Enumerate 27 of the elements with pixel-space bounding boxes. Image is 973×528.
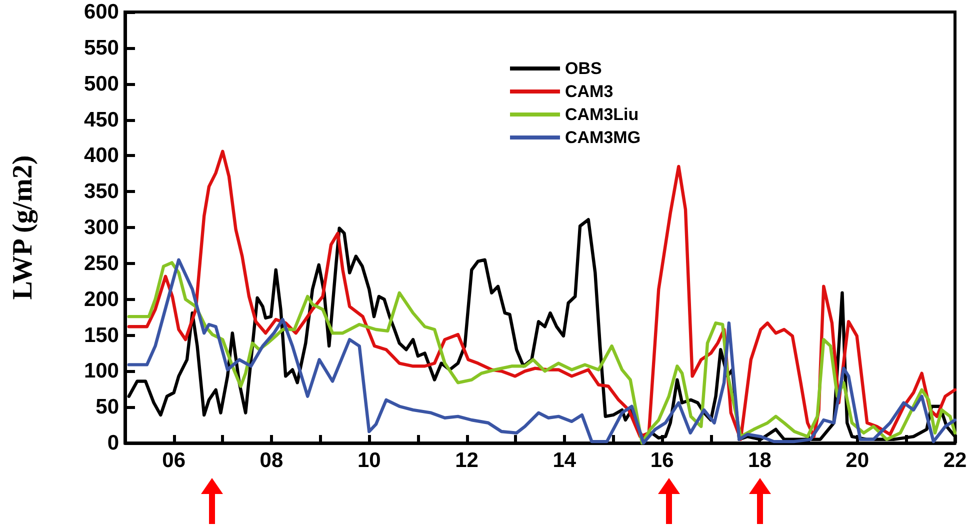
x-tick-label: 20 <box>846 449 870 472</box>
y-tick-label: 600 <box>84 0 119 24</box>
legend-label: OBS <box>565 59 602 78</box>
legend-label: CAM3 <box>565 82 614 101</box>
legend-label: CAM3MG <box>565 128 641 147</box>
y-tick-label: 0 <box>107 432 119 454</box>
y-tick-label: 450 <box>84 108 119 132</box>
x-tick-label: 14 <box>552 449 576 472</box>
y-tick-label: 500 <box>84 72 119 96</box>
x-tick-label: 12 <box>455 449 478 472</box>
y-tick-label: 150 <box>84 324 119 347</box>
y-tick-label: 550 <box>84 36 119 60</box>
y-tick-label: 50 <box>96 396 119 419</box>
x-tick-label: 16 <box>650 449 674 472</box>
x-tick-label: 18 <box>748 449 772 472</box>
legend-label: CAM3Liu <box>565 105 639 124</box>
y-tick-label: 300 <box>84 216 119 239</box>
y-tick-label: 250 <box>84 252 119 275</box>
y-tick-label: 200 <box>84 288 119 311</box>
y-axis-title: LWP (g/m2) <box>8 155 38 300</box>
x-tick-label: 22 <box>943 449 967 472</box>
y-tick-label: 400 <box>84 144 119 168</box>
x-tick-label: 06 <box>162 449 186 472</box>
y-tick-label: 100 <box>84 360 119 383</box>
x-tick-label: 08 <box>260 449 284 472</box>
y-tick-label: 350 <box>84 180 119 204</box>
x-tick-label: 10 <box>357 449 381 472</box>
